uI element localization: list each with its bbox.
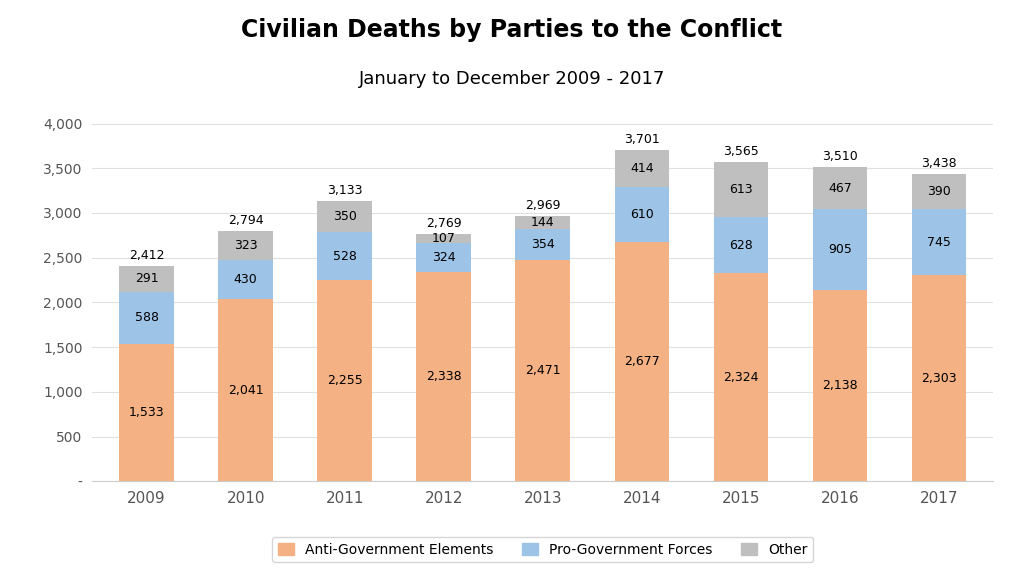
Bar xyxy=(218,260,272,299)
Text: 2,255: 2,255 xyxy=(327,374,362,387)
Text: 430: 430 xyxy=(233,273,257,286)
Bar xyxy=(317,232,372,279)
Bar xyxy=(120,292,174,344)
Text: Civilian Deaths by Parties to the Conflict: Civilian Deaths by Parties to the Confli… xyxy=(242,18,782,42)
Bar xyxy=(417,272,471,481)
Bar xyxy=(317,201,372,232)
Text: 588: 588 xyxy=(134,312,159,325)
Text: 467: 467 xyxy=(828,182,852,195)
Bar xyxy=(614,150,669,187)
Text: 144: 144 xyxy=(530,215,555,229)
Bar xyxy=(317,279,372,481)
Bar xyxy=(218,299,272,481)
Text: 2,041: 2,041 xyxy=(227,383,263,397)
Text: 390: 390 xyxy=(927,185,950,198)
Text: 3,510: 3,510 xyxy=(822,150,858,163)
Bar xyxy=(120,265,174,292)
Bar xyxy=(417,234,471,243)
Text: 350: 350 xyxy=(333,210,356,223)
Text: 3,565: 3,565 xyxy=(723,146,759,158)
Text: 2,794: 2,794 xyxy=(227,214,263,227)
Text: January to December 2009 - 2017: January to December 2009 - 2017 xyxy=(358,70,666,89)
Bar xyxy=(813,290,867,481)
Bar xyxy=(515,260,570,481)
Text: 745: 745 xyxy=(927,235,950,248)
Bar xyxy=(911,174,966,209)
Legend: Anti-Government Elements, Pro-Government Forces, Other: Anti-Government Elements, Pro-Government… xyxy=(272,537,813,562)
Bar xyxy=(417,243,471,272)
Text: 2,338: 2,338 xyxy=(426,370,462,383)
Text: 2,969: 2,969 xyxy=(525,199,560,212)
Text: 2,677: 2,677 xyxy=(624,355,659,368)
Bar xyxy=(515,229,570,260)
Text: 2,471: 2,471 xyxy=(525,365,560,377)
Text: 528: 528 xyxy=(333,249,356,262)
Text: 323: 323 xyxy=(233,239,257,252)
Bar xyxy=(911,209,966,275)
Text: 2,324: 2,324 xyxy=(723,371,759,384)
Text: 628: 628 xyxy=(729,239,753,252)
Text: 1,533: 1,533 xyxy=(129,406,165,419)
Bar xyxy=(515,216,570,229)
Text: 2,769: 2,769 xyxy=(426,217,462,230)
Text: 291: 291 xyxy=(135,272,159,285)
Bar xyxy=(813,209,867,290)
Bar xyxy=(120,344,174,481)
Text: 354: 354 xyxy=(530,238,555,251)
Bar xyxy=(714,163,768,217)
Bar xyxy=(218,231,272,260)
Text: 2,303: 2,303 xyxy=(921,372,956,385)
Bar xyxy=(714,274,768,481)
Text: 2,412: 2,412 xyxy=(129,248,165,262)
Bar xyxy=(813,167,867,209)
Text: 324: 324 xyxy=(432,251,456,264)
Text: 2,138: 2,138 xyxy=(822,379,858,392)
Bar xyxy=(911,275,966,481)
Text: 613: 613 xyxy=(729,183,753,197)
Bar xyxy=(614,187,669,242)
Bar xyxy=(714,217,768,274)
Text: 905: 905 xyxy=(827,243,852,256)
Text: 3,133: 3,133 xyxy=(327,184,362,197)
Bar xyxy=(614,242,669,481)
Text: 3,701: 3,701 xyxy=(624,133,659,146)
Text: 107: 107 xyxy=(432,232,456,245)
Text: 610: 610 xyxy=(630,208,653,221)
Text: 3,438: 3,438 xyxy=(921,157,956,170)
Text: 414: 414 xyxy=(630,163,653,176)
